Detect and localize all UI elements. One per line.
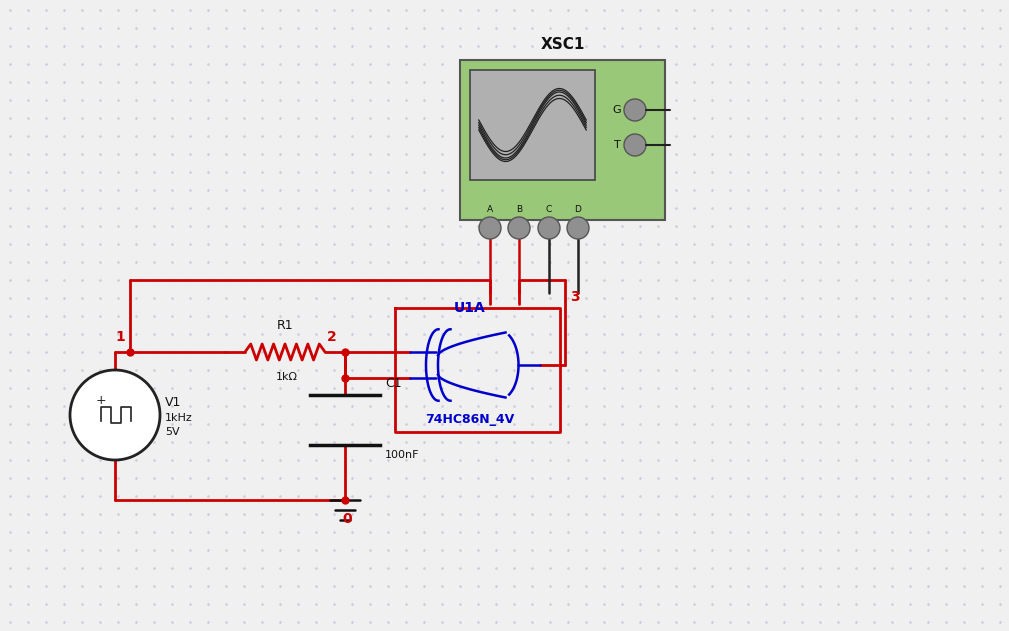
Circle shape <box>624 99 646 121</box>
Text: 74HC86N_4V: 74HC86N_4V <box>426 413 515 427</box>
Circle shape <box>508 217 530 239</box>
Text: 1kΩ: 1kΩ <box>276 372 298 382</box>
Circle shape <box>567 217 589 239</box>
Text: 0: 0 <box>342 512 352 526</box>
Text: 100nF: 100nF <box>385 450 420 460</box>
Text: 1kHz: 1kHz <box>165 413 193 423</box>
Text: 1: 1 <box>115 330 125 344</box>
Bar <box>460 60 665 220</box>
Circle shape <box>624 134 646 156</box>
Text: G: G <box>612 105 621 115</box>
Text: T: T <box>614 140 621 150</box>
Text: V1: V1 <box>165 396 182 410</box>
Circle shape <box>479 217 501 239</box>
Text: +: + <box>96 394 106 408</box>
Circle shape <box>538 217 560 239</box>
Text: 3: 3 <box>570 290 579 304</box>
Text: XSC1: XSC1 <box>540 37 584 52</box>
Text: 2: 2 <box>327 330 337 344</box>
Bar <box>470 70 595 180</box>
Text: D: D <box>574 205 581 214</box>
Text: B: B <box>516 205 522 214</box>
Circle shape <box>70 370 160 460</box>
Text: C1: C1 <box>385 377 402 390</box>
Text: R1: R1 <box>276 319 294 332</box>
Text: U1A: U1A <box>454 300 486 314</box>
Text: 5V: 5V <box>165 427 180 437</box>
Text: C: C <box>546 205 552 214</box>
Text: A: A <box>487 205 493 214</box>
